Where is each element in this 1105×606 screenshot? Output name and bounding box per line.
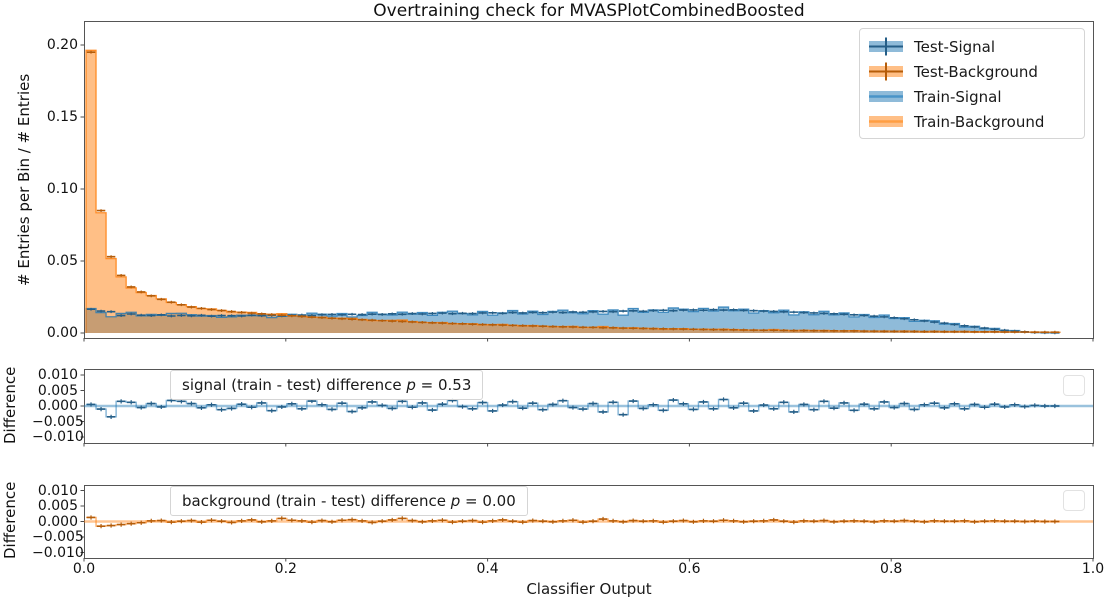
test-signal-errorbar-icon: [869, 37, 903, 56]
legend-item-test-signal: Test-Signal: [869, 34, 1084, 59]
main-y-tick-label: 0.10: [46, 181, 78, 197]
annotation-value: = 0.53: [415, 376, 472, 394]
main-y-tick-label: 0.05: [46, 253, 78, 269]
legend: Test-Signal Test-Background Train-Signal…: [859, 28, 1085, 139]
x-axis-label: Classifier Output: [526, 580, 652, 598]
background-diff-y-tick-label: −0.005: [32, 529, 84, 545]
signal-diff-y-tick-label: 0.000: [37, 398, 78, 414]
background-diff-y-tick-label: −0.010: [32, 544, 84, 561]
p-symbol: p: [406, 376, 416, 394]
signal-diff-y-tick-label: 0.010: [37, 367, 78, 383]
x-tick-label: 0.6: [678, 561, 701, 577]
background-diff-y-tick-label: 0.010: [37, 482, 78, 499]
legend-item-test-background: Test-Background: [869, 59, 1084, 84]
x-tick-label: 0.2: [274, 561, 297, 577]
background-diff-y-axis-label: Difference: [1, 481, 19, 559]
legend-label: Train-Background: [914, 112, 1045, 131]
legend-label: Test-Background: [914, 62, 1038, 81]
legend-item-train-background: Train-Background: [869, 109, 1084, 134]
background-diff-y-tick-label: 0.005: [37, 498, 78, 514]
background-diff-annotation: background (train - test) difference p =…: [170, 486, 528, 516]
legend-item-train-signal: Train-Signal: [869, 84, 1084, 109]
train-background-patch-icon: [869, 116, 903, 127]
legend-label: Train-Signal: [914, 87, 1002, 106]
legend-label: Test-Signal: [914, 37, 996, 56]
train-signal-patch-icon: [869, 91, 903, 102]
signal-diff-empty-legend: [1063, 375, 1085, 396]
x-tick-label: 0.4: [476, 561, 499, 577]
p-symbol: p: [450, 492, 461, 510]
signal-diff-annotation: signal (train - test) difference p = 0.5…: [170, 370, 484, 400]
annotation-text: signal (train - test) difference: [182, 376, 407, 394]
signal-diff-y-tick-label: −0.010: [32, 429, 84, 445]
main-y-tick-label: 0.20: [46, 37, 78, 53]
background-diff-y-tick-label: 0.000: [37, 513, 78, 530]
annotation-value: = 0.00: [460, 492, 516, 510]
x-tick-label: 0.8: [880, 561, 903, 577]
x-tick-label: 0.0: [72, 561, 96, 577]
main-y-axis-label: # Entries per Bin / # Entries: [15, 73, 33, 287]
signal-diff-y-tick-label: −0.005: [32, 413, 84, 430]
signal-diff-y-axis-label: Difference: [1, 366, 19, 444]
plot-title: Overtraining check for MVASPlotCombinedB…: [373, 1, 805, 21]
main-y-tick-label: 0.00: [46, 325, 78, 341]
annotation-text: background (train - test) difference: [182, 492, 451, 510]
x-tick-label: 1.0: [1081, 561, 1105, 577]
main-y-tick-label: 0.15: [46, 109, 78, 125]
background-diff-empty-legend: [1063, 490, 1085, 511]
signal-diff-y-tick-label: 0.005: [37, 382, 78, 399]
test-background-errorbar-icon: [869, 62, 903, 81]
